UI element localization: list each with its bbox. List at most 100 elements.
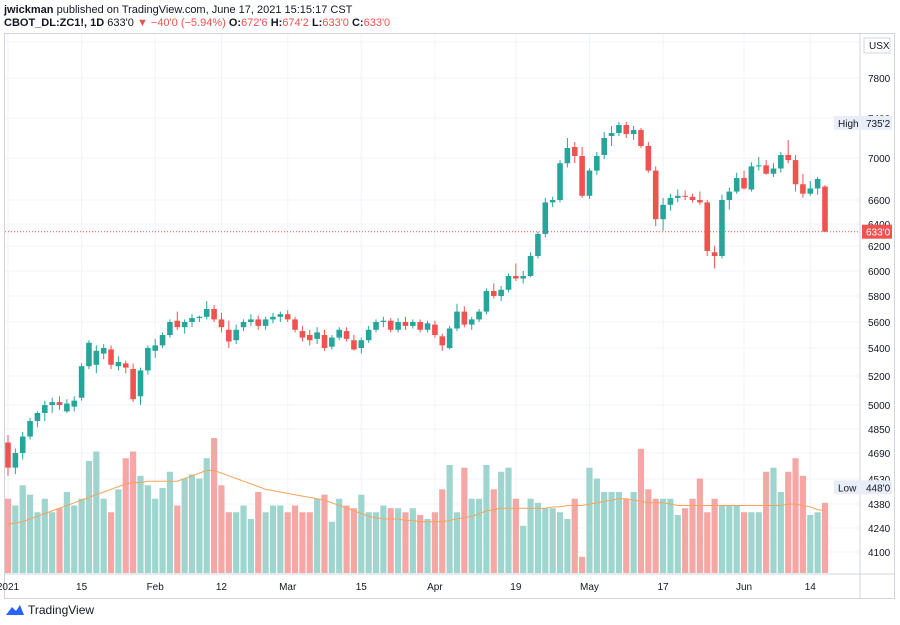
- volume-bar: [328, 521, 335, 573]
- candle-body: [726, 191, 733, 200]
- candle-body: [145, 348, 151, 371]
- volume-bar: [689, 498, 696, 573]
- volume-bar: [799, 475, 807, 573]
- low-marker-value-box: [862, 480, 892, 495]
- volume-bar: [542, 508, 549, 573]
- high-marker-label: High: [838, 119, 859, 130]
- volume-bar: [343, 505, 350, 573]
- volume-bar: [674, 514, 681, 573]
- candle-body: [608, 133, 615, 136]
- volume-bar: [56, 508, 63, 573]
- candle-body: [255, 319, 262, 326]
- price-tick-label: 4380: [868, 500, 891, 511]
- candle-body: [800, 184, 806, 194]
- candle-body: [181, 322, 188, 328]
- time-tick-label: 2021: [0, 582, 20, 593]
- low-marker-label-box: [834, 480, 862, 495]
- candle-body: [64, 403, 70, 412]
- volume-bar: [439, 489, 446, 573]
- candle-body: [329, 337, 335, 347]
- high-marker-value-box: [862, 115, 892, 130]
- volume-bar: [255, 492, 262, 573]
- volume-bar: [579, 556, 586, 573]
- candle-body: [71, 400, 78, 407]
- volume-bar: [233, 512, 240, 573]
- candle-body: [755, 165, 762, 167]
- candle-body: [733, 177, 740, 192]
- candle-body: [564, 148, 571, 164]
- candle-body: [306, 335, 313, 341]
- candle-body: [542, 202, 549, 234]
- candle-body: [741, 177, 747, 189]
- candle-body: [211, 309, 217, 320]
- symbol-bar: CBOT_DL:ZC1!, 1D 633'0 ▼ −40'0 (−5.94%) …: [4, 17, 390, 29]
- candle-body: [778, 155, 784, 169]
- candle-body: [174, 320, 181, 328]
- volume-bar: [777, 492, 784, 573]
- volume-bar: [696, 478, 703, 573]
- candle-body: [439, 336, 446, 346]
- candle-body: [711, 252, 718, 256]
- volume-bar: [144, 485, 151, 573]
- candle-body: [5, 442, 11, 468]
- volume-bar: [4, 498, 12, 573]
- candle-body: [630, 130, 637, 134]
- candle-body: [108, 349, 114, 365]
- volume-bar: [630, 492, 637, 573]
- volume-bar: [372, 512, 380, 573]
- time-tick-label: May: [580, 582, 599, 593]
- price-tick-label: 5600: [868, 318, 891, 329]
- time-tick-label: 15: [356, 582, 368, 593]
- candle-body: [652, 170, 659, 220]
- volume-bar: [85, 460, 93, 573]
- volume-bar: [431, 512, 438, 573]
- candle-body: [365, 329, 372, 341]
- volume-bar: [291, 505, 299, 573]
- volume-bar: [115, 489, 122, 573]
- candle-body: [218, 319, 225, 328]
- candle-body: [594, 156, 600, 171]
- time-tick-label: 14: [805, 582, 817, 593]
- candle-body: [719, 200, 725, 256]
- candle-body: [270, 316, 276, 320]
- volume-bar: [446, 465, 453, 573]
- candle-body: [814, 179, 821, 189]
- candle-body: [100, 348, 107, 354]
- candle-body: [336, 329, 343, 338]
- volume-bar: [78, 498, 85, 573]
- candle-body: [292, 319, 298, 330]
- volume-bar: [564, 519, 571, 573]
- candle-body: [785, 155, 791, 161]
- price-tick-label: 6200: [868, 242, 891, 253]
- candle-body: [623, 125, 630, 134]
- candle-body: [535, 233, 541, 256]
- volume-bar: [527, 498, 534, 573]
- publish-header: jwickman published on TradingView.com, J…: [4, 4, 352, 16]
- volume-bar: [365, 512, 372, 573]
- candle-body: [395, 322, 401, 330]
- footer-brand[interactable]: TradingView: [28, 603, 95, 617]
- volume-bar: [188, 474, 196, 573]
- volume-bar: [358, 494, 365, 573]
- close-value: 633'0: [363, 17, 391, 29]
- price-unit-label: USX: [869, 41, 890, 52]
- candle-body: [549, 200, 556, 203]
- candle-body: [498, 289, 504, 296]
- author-name[interactable]: jwickman: [4, 4, 54, 16]
- candle-body: [660, 204, 666, 220]
- tradingview-logo-icon: [6, 605, 24, 615]
- candle-body: [446, 328, 453, 348]
- volume-bar: [299, 512, 306, 573]
- candle-body: [616, 125, 622, 133]
- candle-body: [505, 276, 512, 290]
- volume-bar: [107, 512, 115, 573]
- candle-body: [689, 196, 696, 200]
- volume-bar: [637, 448, 645, 573]
- candle-body: [27, 421, 33, 437]
- volume-bar: [306, 512, 313, 573]
- volume-bar: [350, 508, 358, 573]
- candle-body: [402, 322, 409, 326]
- volume-bar: [512, 498, 519, 573]
- volume-bar: [461, 467, 468, 573]
